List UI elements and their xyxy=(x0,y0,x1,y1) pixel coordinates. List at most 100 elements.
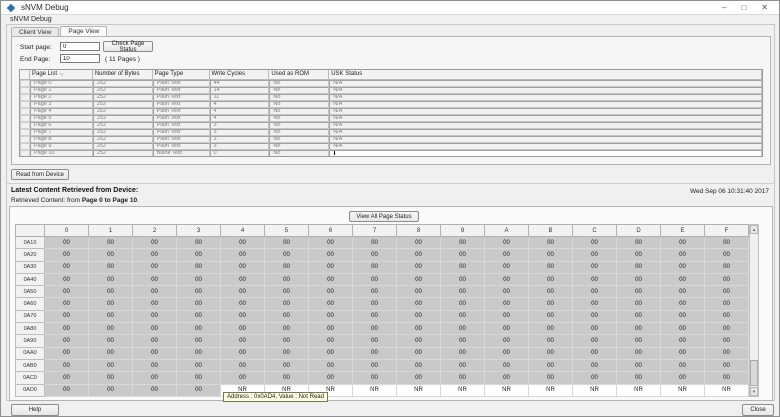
hex-cell[interactable]: 00 xyxy=(265,335,309,348)
check-page-status-button[interactable]: Check Page Status xyxy=(103,41,153,53)
tab-page-view[interactable]: Page View xyxy=(60,26,108,36)
close-button[interactable]: Close xyxy=(742,404,774,416)
hex-cell[interactable]: NR xyxy=(441,384,485,397)
hex-cell[interactable]: 00 xyxy=(661,347,705,360)
hex-cell[interactable]: 00 xyxy=(309,323,353,336)
table-row[interactable]: Page 10 252 Blank Text 0 No xyxy=(20,150,762,156)
cell[interactable]: No xyxy=(269,129,330,136)
usk-status-cell[interactable]: N/A xyxy=(329,94,762,101)
hex-cell[interactable]: 00 xyxy=(309,359,353,373)
hex-cell[interactable]: 00 xyxy=(529,261,573,274)
column-header-page-list[interactable]: Page List ▽ xyxy=(29,70,93,80)
hex-cell[interactable]: 00 xyxy=(485,335,529,348)
hex-cell[interactable]: 00 xyxy=(265,347,309,360)
hex-cell[interactable]: 00 xyxy=(529,359,573,373)
hex-cell[interactable]: 00 xyxy=(485,323,529,336)
hex-cell[interactable]: 00 xyxy=(529,347,573,360)
hex-cell[interactable]: 00 xyxy=(45,237,89,250)
table-row[interactable]: Page 8 252 Plain Text 3 No N/A xyxy=(20,136,762,143)
hex-cell[interactable]: 00 xyxy=(529,310,573,324)
maximize-icon[interactable]: □ xyxy=(741,2,747,12)
hex-cell[interactable]: NR xyxy=(485,384,529,397)
hex-cell[interactable]: 00 xyxy=(133,384,177,397)
hex-cell[interactable]: 00 xyxy=(573,335,617,348)
hex-cell[interactable]: 00 xyxy=(221,310,265,324)
hex-cell[interactable]: 00 xyxy=(661,335,705,348)
hex-cell[interactable]: 00 xyxy=(617,273,661,287)
hex-cell[interactable]: 00 xyxy=(133,310,177,324)
hex-cell[interactable]: 00 xyxy=(397,372,441,385)
hex-cell[interactable]: NR xyxy=(529,384,573,397)
hex-cell[interactable]: 00 xyxy=(177,323,221,336)
hex-cell[interactable]: 00 xyxy=(441,310,485,324)
hex-cell[interactable]: 00 xyxy=(89,359,133,373)
hex-cell[interactable]: 00 xyxy=(265,249,309,262)
cell[interactable]: Page 6 xyxy=(29,122,93,129)
cell[interactable]: No xyxy=(269,136,330,143)
usk-status-cell[interactable]: N/A xyxy=(329,87,762,94)
hex-cell[interactable]: NR xyxy=(705,384,749,397)
hex-cell[interactable]: 00 xyxy=(221,347,265,360)
cell[interactable]: 252 xyxy=(92,136,153,143)
hex-cell[interactable]: 00 xyxy=(221,323,265,336)
hex-cell[interactable]: 00 xyxy=(45,261,89,274)
hex-cell[interactable]: 00 xyxy=(89,261,133,274)
hex-cell[interactable]: 00 xyxy=(45,347,89,360)
tab-client-view[interactable]: Client View xyxy=(11,27,60,36)
usk-status-cell[interactable]: N/A xyxy=(329,108,762,115)
cell[interactable]: Page 10 xyxy=(29,150,93,156)
help-button[interactable]: Help xyxy=(11,404,59,416)
hex-cell[interactable]: 00 xyxy=(661,359,705,373)
hex-table-scrollbar[interactable]: ▲ ▼ xyxy=(749,224,759,397)
cell[interactable]: 3 xyxy=(209,136,270,143)
hex-cell[interactable]: 00 xyxy=(617,286,661,299)
hex-cell[interactable]: 00 xyxy=(441,347,485,360)
hex-cell[interactable]: 00 xyxy=(309,372,353,385)
hex-cell[interactable]: 00 xyxy=(661,273,705,287)
hex-cell[interactable]: 00 xyxy=(133,237,177,250)
cell[interactable]: Page 0 xyxy=(29,80,93,87)
hex-cell[interactable]: 00 xyxy=(133,286,177,299)
hex-cell[interactable]: 00 xyxy=(45,273,89,287)
hex-cell[interactable]: 00 xyxy=(617,335,661,348)
hex-cell[interactable]: 00 xyxy=(221,286,265,299)
hex-cell[interactable]: 00 xyxy=(177,298,221,311)
hex-cell[interactable]: 00 xyxy=(573,286,617,299)
scroll-up-icon[interactable]: ▲ xyxy=(750,225,758,234)
cell[interactable]: Plain Text xyxy=(152,122,210,129)
usk-status-cell[interactable] xyxy=(329,150,762,156)
hex-cell[interactable]: 00 xyxy=(353,249,397,262)
cell[interactable]: 252 xyxy=(92,122,153,129)
hex-cell[interactable]: 00 xyxy=(617,261,661,274)
cell[interactable]: Plain Text xyxy=(152,129,210,136)
close-icon[interactable]: ✕ xyxy=(761,2,768,12)
table-row[interactable]: Page 3 252 Plain Text 4 No N/A xyxy=(20,101,762,108)
hex-cell[interactable]: 00 xyxy=(353,359,397,373)
hex-cell[interactable]: 00 xyxy=(485,249,529,262)
hex-cell[interactable]: 00 xyxy=(617,372,661,385)
hex-cell[interactable]: 00 xyxy=(265,372,309,385)
cell[interactable]: No xyxy=(269,150,330,156)
hex-cell[interactable]: 00 xyxy=(397,249,441,262)
hex-cell[interactable]: 00 xyxy=(441,286,485,299)
hex-cell[interactable]: 00 xyxy=(573,261,617,274)
hex-cell[interactable]: 00 xyxy=(661,298,705,311)
hex-cell[interactable]: 00 xyxy=(177,384,221,397)
hex-cell[interactable]: 00 xyxy=(133,323,177,336)
cell[interactable]: 4 xyxy=(209,108,270,115)
hex-cell[interactable]: 00 xyxy=(89,249,133,262)
cell[interactable]: 252 xyxy=(92,115,153,122)
hex-cell[interactable]: 00 xyxy=(177,372,221,385)
hex-cell[interactable]: 00 xyxy=(661,249,705,262)
cell[interactable]: 3 xyxy=(209,122,270,129)
read-from-device-button[interactable]: Read from Device xyxy=(11,169,69,180)
table-row[interactable]: Page 9 252 Plain Text 3 No N/A xyxy=(20,143,762,150)
cell[interactable]: Blank Text xyxy=(152,150,210,156)
hex-cell[interactable]: 00 xyxy=(441,372,485,385)
usk-status-cell[interactable]: N/A xyxy=(329,143,762,150)
cell[interactable]: No xyxy=(269,115,330,122)
hex-cell[interactable]: 00 xyxy=(705,347,749,360)
cell[interactable]: Plain Text xyxy=(152,94,210,101)
table-row[interactable]: Page 4 252 Plain Text 4 No N/A xyxy=(20,108,762,115)
hex-cell[interactable]: 00 xyxy=(485,261,529,274)
